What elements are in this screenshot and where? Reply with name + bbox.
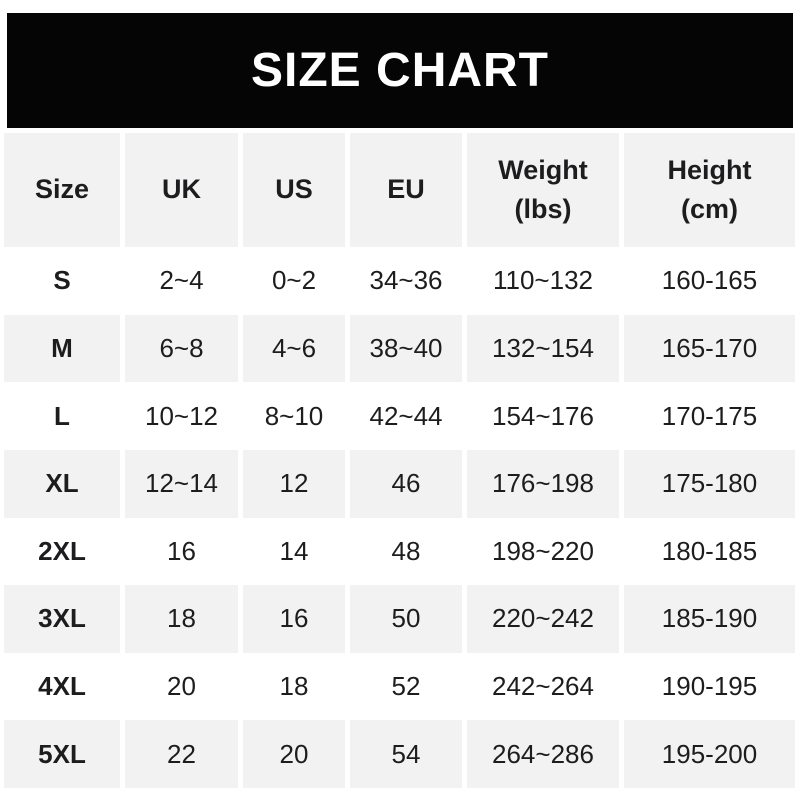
cell-uk: 20	[125, 652, 238, 721]
cell-us: 18	[243, 652, 345, 721]
cell-uk: 6~8	[125, 314, 238, 383]
cell-height: 165-170	[624, 314, 795, 383]
cell-uk: 10~12	[125, 382, 238, 450]
column-header-label: EU	[387, 174, 425, 205]
column-header-label: Size	[34, 174, 90, 205]
cell-height: 160-165	[624, 247, 795, 315]
cell-eu: 48	[350, 517, 462, 586]
cell-eu: 50	[350, 585, 462, 653]
column-header-uk: UK	[125, 133, 238, 247]
cell-us: 14	[243, 517, 345, 586]
size-chart-banner: SIZE CHART	[7, 13, 793, 128]
column-header-us: US	[243, 133, 345, 247]
column-header-label: UK	[162, 174, 201, 205]
cell-us: 12	[243, 449, 345, 518]
cell-size: 4XL	[4, 652, 120, 721]
cell-weight: 176~198	[467, 449, 619, 518]
cell-uk: 18	[125, 585, 238, 653]
cell-size: 2XL	[4, 517, 120, 586]
column-header-label: Weight	[498, 154, 588, 185]
cell-height: 190-195	[624, 652, 795, 721]
cell-height: 180-185	[624, 517, 795, 586]
page-title: SIZE CHART	[251, 44, 549, 97]
cell-size: 3XL	[4, 585, 120, 653]
column-header-eu: EU	[350, 133, 462, 247]
cell-us: 8~10	[243, 382, 345, 450]
cell-eu: 42~44	[350, 382, 462, 450]
cell-uk: 12~14	[125, 449, 238, 518]
column-header-size: Size	[4, 133, 120, 247]
cell-size: XL	[4, 449, 120, 518]
cell-uk: 16	[125, 517, 238, 586]
cell-uk: 2~4	[125, 247, 238, 315]
cell-us: 16	[243, 585, 345, 653]
cell-weight: 132~154	[467, 314, 619, 383]
cell-weight: 154~176	[467, 382, 619, 450]
cell-size: L	[4, 382, 120, 450]
cell-uk: 22	[125, 720, 238, 788]
cell-weight: 198~220	[467, 517, 619, 586]
cell-eu: 38~40	[350, 314, 462, 383]
cell-height: 170-175	[624, 382, 795, 450]
column-header-sub: (cm)	[680, 194, 738, 224]
cell-weight: 242~264	[467, 652, 619, 721]
cell-height: 185-190	[624, 585, 795, 653]
cell-weight: 220~242	[467, 585, 619, 653]
cell-height: 195-200	[624, 720, 795, 788]
cell-eu: 46	[350, 449, 462, 518]
cell-size: M	[4, 314, 120, 383]
cell-size: S	[4, 247, 120, 315]
cell-height: 175-180	[624, 449, 795, 518]
column-header-sub: (lbs)	[514, 194, 572, 224]
column-header-label: US	[275, 174, 313, 205]
size-chart-table: Size UK US EU Weight (lbs) Height (cm) S…	[4, 133, 795, 788]
cell-eu: 54	[350, 720, 462, 788]
cell-us: 20	[243, 720, 345, 788]
cell-us: 4~6	[243, 314, 345, 383]
cell-weight: 264~286	[467, 720, 619, 788]
cell-weight: 110~132	[467, 247, 619, 315]
column-header-label: Height	[667, 154, 752, 185]
cell-size: 5XL	[4, 720, 120, 788]
column-header-height: Height (cm)	[624, 133, 795, 247]
column-header-weight: Weight (lbs)	[467, 133, 619, 247]
cell-eu: 34~36	[350, 247, 462, 315]
cell-eu: 52	[350, 652, 462, 721]
cell-us: 0~2	[243, 247, 345, 315]
